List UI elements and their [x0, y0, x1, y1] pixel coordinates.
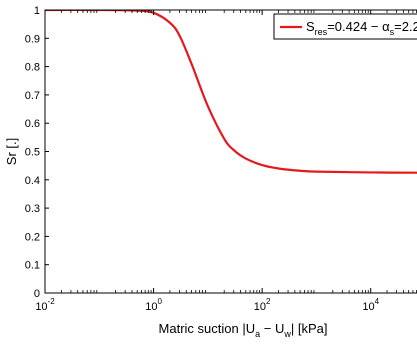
x-tick-label-base: 10 [35, 301, 47, 313]
series-line [45, 10, 417, 174]
y-tick-label: 0.8 [25, 62, 40, 74]
x-axis-label-mid: − U [260, 321, 284, 336]
x-axis-label-sub-a: a [255, 329, 260, 339]
x-tick-label: 10-2 [35, 297, 55, 313]
x-tick-label: 104 [362, 297, 379, 313]
x-axis-label-sub-w: w [283, 329, 291, 339]
x-axis-label-prefix: Matric suction |U [159, 321, 256, 336]
x-tick-label-base: 10 [362, 301, 374, 313]
legend-s: S [306, 19, 315, 34]
y-tick-label: 0.5 [25, 147, 40, 159]
y-tick-label: 1 [34, 5, 40, 17]
x-tick-label-exponent: -2 [48, 297, 56, 306]
y-tick-label: 0.3 [25, 203, 40, 215]
legend-entry-text: Sres=0.424 − αs=2.2 [306, 19, 417, 37]
x-axis-label-suffix: | [kPa] [291, 321, 328, 336]
plot-area [45, 10, 417, 174]
y-tick-label: 0.4 [25, 175, 40, 187]
x-tick-label: 102 [254, 297, 271, 313]
y-tick-label: 0.2 [25, 231, 40, 243]
legend: Sres=0.424 − αs=2.2 [273, 13, 417, 40]
x-tick-label-base: 10 [254, 301, 266, 313]
y-tick-label: 0.9 [25, 33, 40, 45]
y-tick-label: 0 [34, 288, 40, 300]
legend-sub-s: s [390, 27, 395, 37]
legend-sub-res: res [315, 27, 328, 37]
x-tick-label-base: 10 [145, 301, 157, 313]
x-tick-label-exponent: 4 [375, 297, 380, 306]
x-tick-label: 100 [145, 297, 162, 313]
legend-value-alpha: =0.424 − α [327, 19, 390, 34]
y-axis-label: Sr [.] [4, 138, 19, 165]
y-tick-label: 0.7 [25, 90, 40, 102]
x-tick-label-exponent: 0 [157, 297, 162, 306]
x-tick-label-exponent: 2 [266, 297, 271, 306]
y-tick-label: 0.6 [25, 118, 40, 130]
legend-alpha-value: =2.2 [394, 19, 417, 34]
y-tick-label: 0.1 [25, 260, 40, 272]
x-axis-label: Matric suction |Ua − Uw| [kPa] [159, 321, 328, 339]
